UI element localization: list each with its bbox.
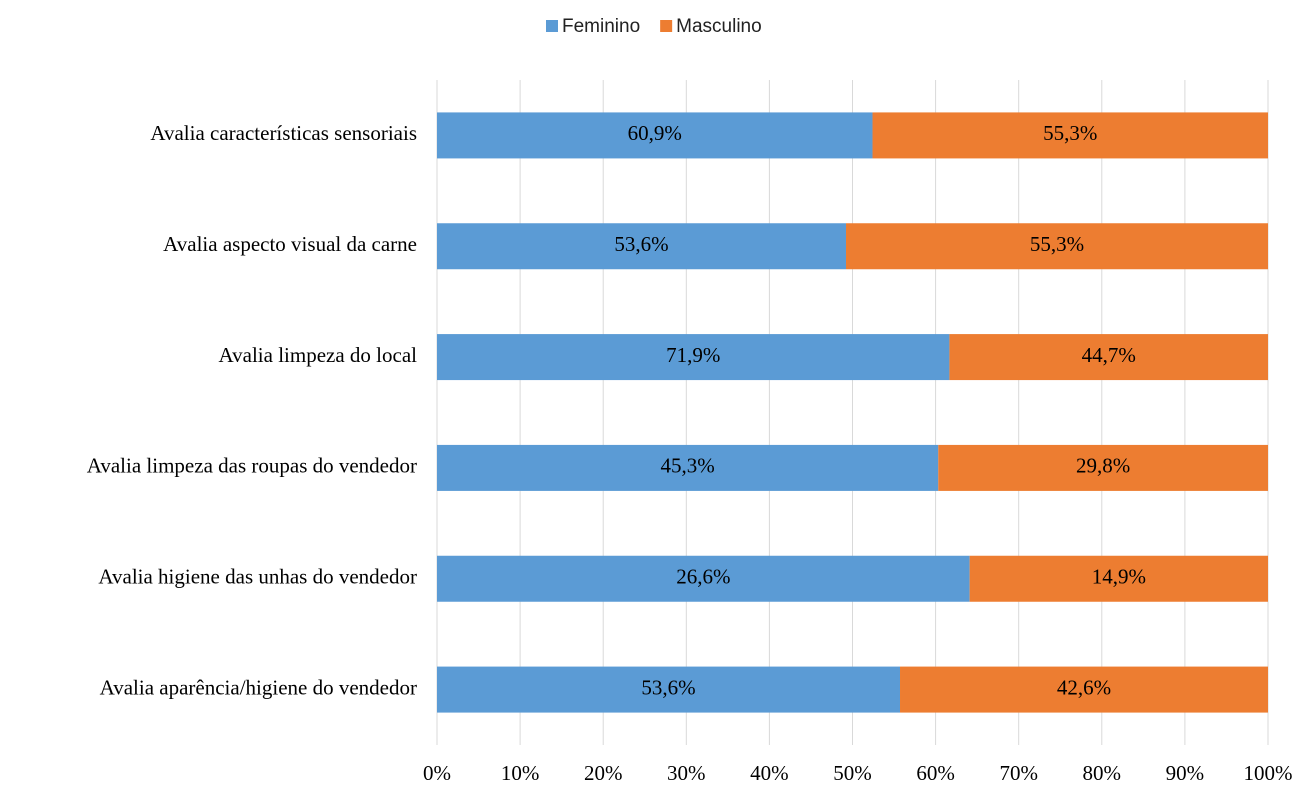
data-label: 44,7% xyxy=(1082,343,1136,367)
x-tick-label: 10% xyxy=(501,761,540,785)
bar xyxy=(437,666,901,713)
data-label: 60,9% xyxy=(628,121,682,145)
data-label: 53,6% xyxy=(614,232,668,256)
bar xyxy=(949,334,1268,381)
y-tick-label: Avalia aspecto visual da carne xyxy=(163,232,417,256)
bar xyxy=(846,223,1268,270)
legend-swatch xyxy=(546,20,558,32)
x-tick-label: 80% xyxy=(1083,761,1122,785)
data-label: 14,9% xyxy=(1092,565,1146,589)
bar xyxy=(437,223,847,270)
data-label: 55,3% xyxy=(1043,121,1097,145)
bar xyxy=(872,112,1268,159)
legend-label: Feminino xyxy=(562,16,640,37)
bar xyxy=(900,666,1268,713)
y-tick-label: Avalia limpeza do local xyxy=(219,343,418,367)
x-tick-label: 50% xyxy=(833,761,872,785)
y-tick-label: Avalia limpeza das roupas do vendedor xyxy=(87,454,417,478)
bar xyxy=(969,555,1268,602)
y-tick-label: Avalia aparência/higiene do vendedor xyxy=(100,675,417,699)
x-tick-label: 20% xyxy=(584,761,623,785)
y-tick-label: Avalia higiene das unhas do vendedor xyxy=(98,565,417,589)
y-tick-label: Avalia características sensoriais xyxy=(150,121,417,145)
x-tick-label: 40% xyxy=(750,761,789,785)
bar xyxy=(437,555,970,602)
x-tick-label: 60% xyxy=(916,761,955,785)
data-label: 42,6% xyxy=(1057,675,1111,699)
x-tick-label: 0% xyxy=(423,761,451,785)
bar xyxy=(437,334,950,381)
bar xyxy=(437,444,939,491)
data-label: 45,3% xyxy=(661,454,715,478)
data-label: 55,3% xyxy=(1030,232,1084,256)
x-tick-label: 70% xyxy=(999,761,1038,785)
data-label: 53,6% xyxy=(641,675,695,699)
data-label: 71,9% xyxy=(666,343,720,367)
x-tick-label: 30% xyxy=(667,761,706,785)
legend-swatch xyxy=(660,20,673,32)
bar xyxy=(938,444,1268,491)
data-label: 29,8% xyxy=(1076,454,1130,478)
data-label: 26,6% xyxy=(676,565,730,589)
legend-label: Masculino xyxy=(676,16,762,37)
bar xyxy=(437,112,873,159)
x-tick-label: 90% xyxy=(1166,761,1205,785)
x-tick-label: 100% xyxy=(1244,761,1293,785)
